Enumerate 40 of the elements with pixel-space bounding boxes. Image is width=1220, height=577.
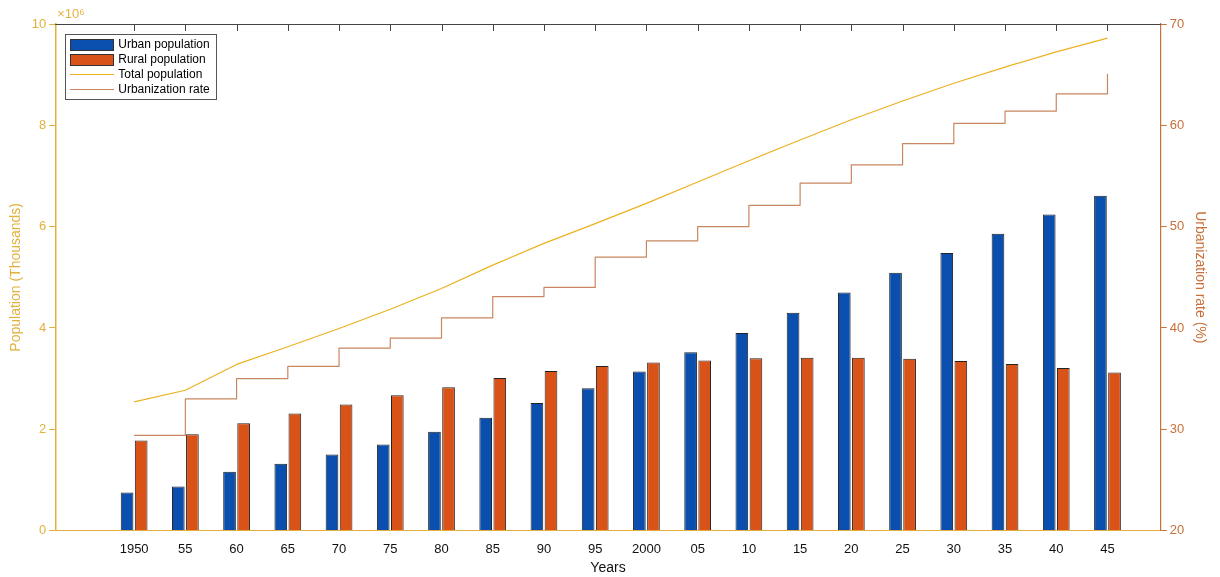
x-tick-label: 95 — [587, 540, 603, 556]
y2-tick-label: 70 — [1169, 15, 1185, 31]
legend-label: Rural population — [118, 52, 206, 67]
legend-label: Urbanization rate — [118, 82, 210, 97]
legend-label: Urban population — [118, 37, 210, 52]
x-tick-label: 20 — [844, 540, 859, 556]
x-tick-label: 25 — [895, 540, 910, 556]
x-tick-label: 15 — [792, 540, 808, 556]
x-tick-label: 35 — [997, 540, 1013, 556]
y-tick-label: 6 — [39, 218, 47, 234]
x-tick-label: 40 — [1049, 540, 1064, 556]
y-tick-label: 10 — [31, 15, 47, 31]
x-tick-label: 05 — [690, 540, 705, 556]
x-tick-label: 1950 — [119, 540, 149, 556]
x-tick-label: 75 — [383, 540, 398, 556]
y2-tick-label: 40 — [1169, 319, 1185, 335]
legend-label: Total population — [118, 67, 203, 82]
y2-axis-title: Urbanization rate (%) — [1192, 211, 1209, 344]
y2-tick-label: 60 — [1169, 116, 1185, 132]
x-tick-label: 30 — [946, 540, 962, 556]
y-axis-title: Population (Thousands) — [7, 202, 24, 352]
x-tick-label: 90 — [536, 540, 552, 556]
y-tick-label: 0 — [39, 522, 47, 538]
y-tick-label: 8 — [39, 116, 47, 132]
y2-tick-label: 20 — [1169, 522, 1185, 538]
y-tick-label: 4 — [39, 319, 47, 335]
x-tick-label: 60 — [229, 540, 244, 556]
x-tick-label: 85 — [485, 540, 500, 556]
y2-tick-label: 30 — [1169, 420, 1185, 436]
x-tick-label: 45 — [1100, 540, 1115, 556]
x-tick-label: 70 — [331, 540, 347, 556]
x-axis-title: Years — [590, 559, 626, 576]
x-tick-label: 10 — [741, 540, 757, 556]
x-tick-label: 80 — [434, 540, 449, 556]
x-tick-label: 2000 — [631, 540, 661, 556]
x-tick-label: 55 — [178, 540, 193, 556]
x-tick-label: 65 — [280, 540, 296, 556]
text: ×10⁶ — [57, 6, 85, 22]
y-tick-label: 2 — [39, 420, 47, 436]
y2-tick-label: 50 — [1169, 218, 1185, 234]
